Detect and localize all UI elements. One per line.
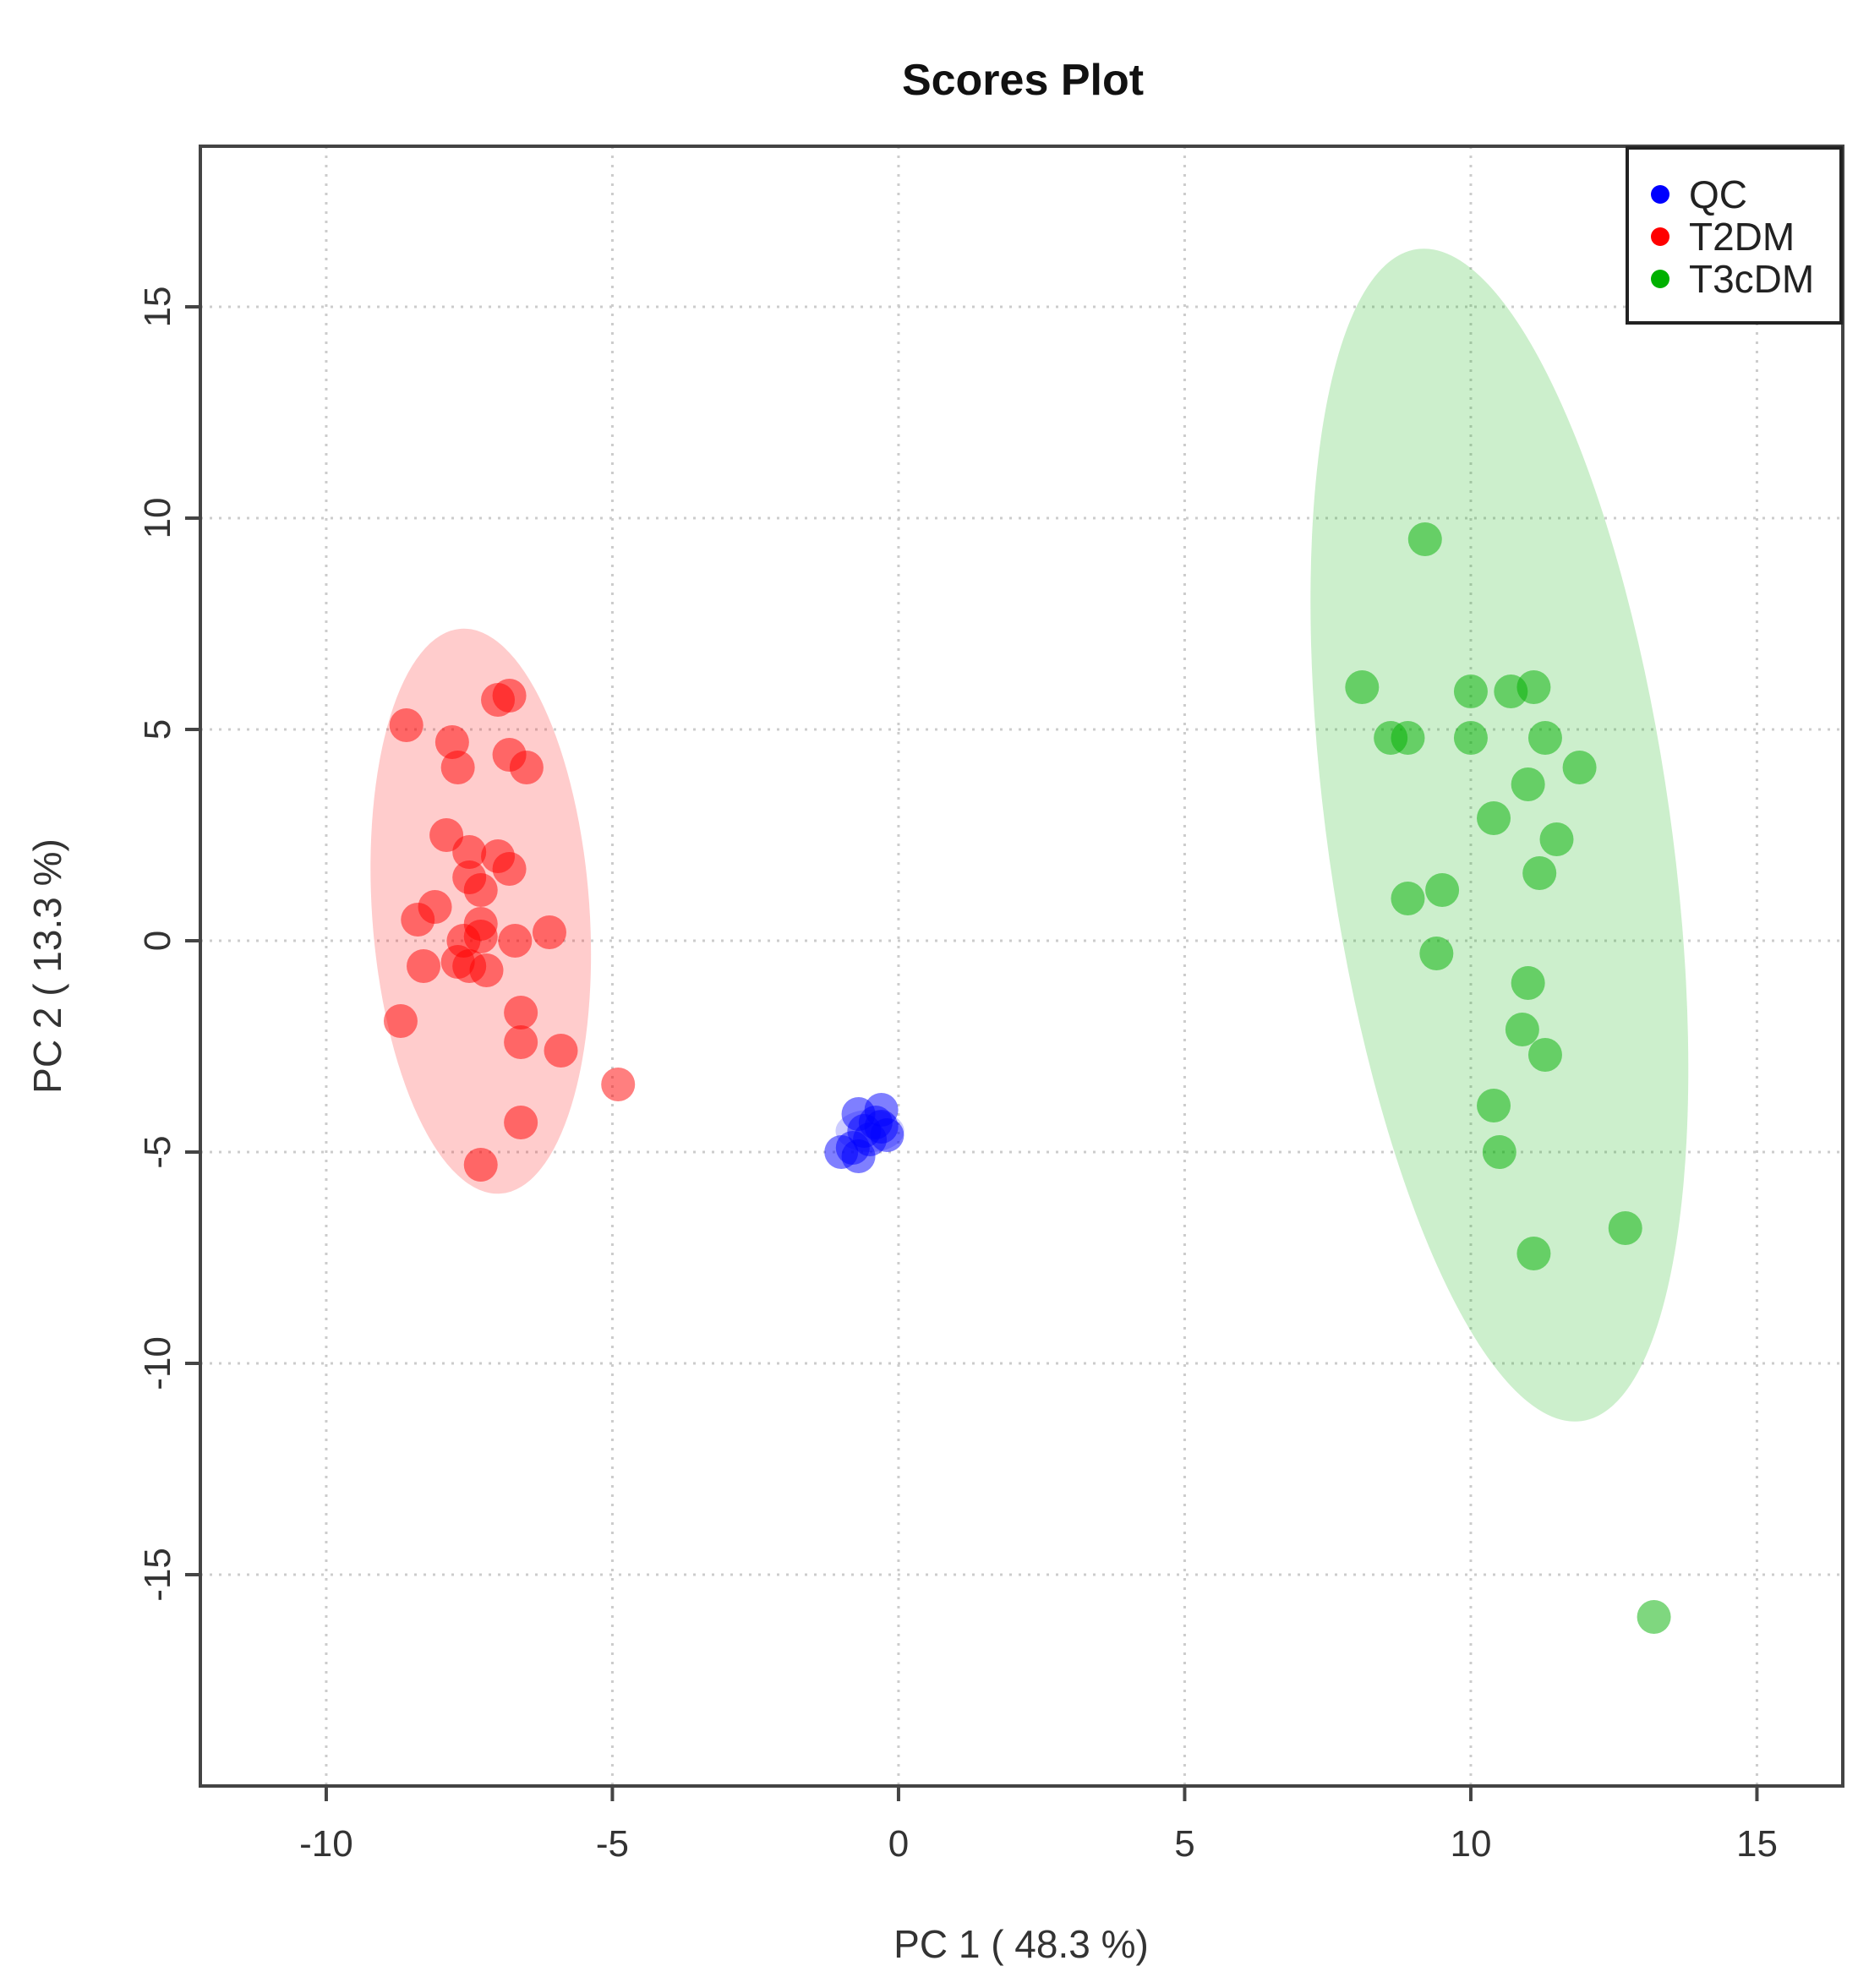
point-t3cdm — [1522, 856, 1557, 890]
y-tick-label: 5 — [137, 719, 178, 740]
legend-marker-t2dm — [1651, 227, 1669, 246]
x-tick-label: 0 — [888, 1823, 909, 1865]
point-t2dm — [492, 679, 527, 713]
point-qc — [864, 1110, 899, 1144]
ellipse-t3cdm — [1310, 248, 1689, 1422]
y-tick-label: 0 — [137, 931, 178, 951]
point-t3cdm — [1608, 1211, 1642, 1245]
point-t3cdm — [1482, 1135, 1516, 1169]
point-t2dm — [601, 1068, 636, 1101]
legend-label-t2dm: T2DM — [1689, 215, 1795, 259]
point-t2dm — [544, 1034, 578, 1068]
point-t3cdm — [1562, 751, 1597, 784]
y-axis-label: PC 2 ( 13.3 %) — [25, 838, 69, 1094]
y-tick-label: -10 — [137, 1336, 178, 1390]
x-tick-label: 5 — [1174, 1823, 1194, 1865]
point-t3cdm — [1511, 966, 1545, 1000]
grid-lines — [200, 146, 1843, 1786]
point-t3cdm — [1539, 822, 1574, 856]
point-t3cdm — [1391, 721, 1425, 755]
point-t2dm — [434, 725, 469, 759]
point-t3cdm — [1391, 882, 1425, 915]
point-t2dm — [452, 835, 487, 869]
y-tick-label: -5 — [137, 1135, 178, 1168]
x-tick-label: -10 — [299, 1823, 353, 1865]
point-t2dm — [463, 873, 498, 907]
x-axis-label: PC 1 ( 48.3 %) — [893, 1922, 1149, 1966]
point-t3cdm — [1419, 937, 1454, 970]
point-t2dm — [504, 1106, 538, 1139]
x-tick-label: 10 — [1450, 1823, 1491, 1865]
point-t3cdm — [1425, 873, 1460, 907]
point-t2dm — [383, 1004, 418, 1038]
point-t3cdm — [1453, 721, 1488, 755]
point-t3cdm — [1453, 674, 1488, 708]
y-tick-label: 10 — [137, 498, 178, 539]
point-t2dm — [440, 751, 475, 784]
point-t2dm — [492, 852, 527, 886]
point-t2dm — [469, 953, 504, 987]
legend-label-qc: QC — [1689, 172, 1747, 216]
point-t2dm — [463, 920, 498, 953]
point-t3cdm — [1527, 721, 1562, 755]
axes: -10 -5 0 5 10 15 -15 -10 -5 0 5 10 15 — [137, 287, 1778, 1865]
legend-label-t3cdm: T3cDM — [1689, 257, 1814, 301]
plot-frame — [199, 145, 1844, 1788]
point-t3cdm — [1516, 670, 1551, 704]
point-t2dm — [509, 751, 544, 784]
legend-marker-t3cdm — [1651, 270, 1669, 288]
point-t2dm — [389, 708, 424, 742]
chart-title: Scores Plot — [902, 56, 1144, 105]
point-t3cdm — [1516, 1237, 1551, 1270]
legend-marker-qc — [1651, 185, 1669, 204]
y-tick-label: 15 — [137, 287, 178, 328]
point-t2dm — [532, 915, 566, 949]
point-t3cdm — [1477, 1089, 1511, 1122]
point-t3cdm — [1477, 801, 1511, 835]
point-t3cdm — [1505, 1013, 1539, 1046]
point-t3cdm — [1511, 767, 1545, 801]
point-t3cdm — [1345, 670, 1380, 704]
point-t2dm — [504, 996, 538, 1030]
x-tick-label: -5 — [596, 1823, 629, 1865]
y-tick-label: -15 — [137, 1548, 178, 1602]
x-tick-label: 15 — [1736, 1823, 1778, 1865]
point-t3cdm — [1527, 1038, 1562, 1072]
point-t2dm — [407, 949, 441, 983]
point-t2dm — [401, 903, 435, 937]
point-t2dm — [498, 924, 533, 958]
point-t3cdm — [1637, 1600, 1671, 1634]
point-t3cdm — [1407, 522, 1442, 556]
score-points — [383, 522, 1671, 1634]
point-t2dm — [504, 1025, 538, 1059]
point-t2dm — [463, 1148, 498, 1182]
